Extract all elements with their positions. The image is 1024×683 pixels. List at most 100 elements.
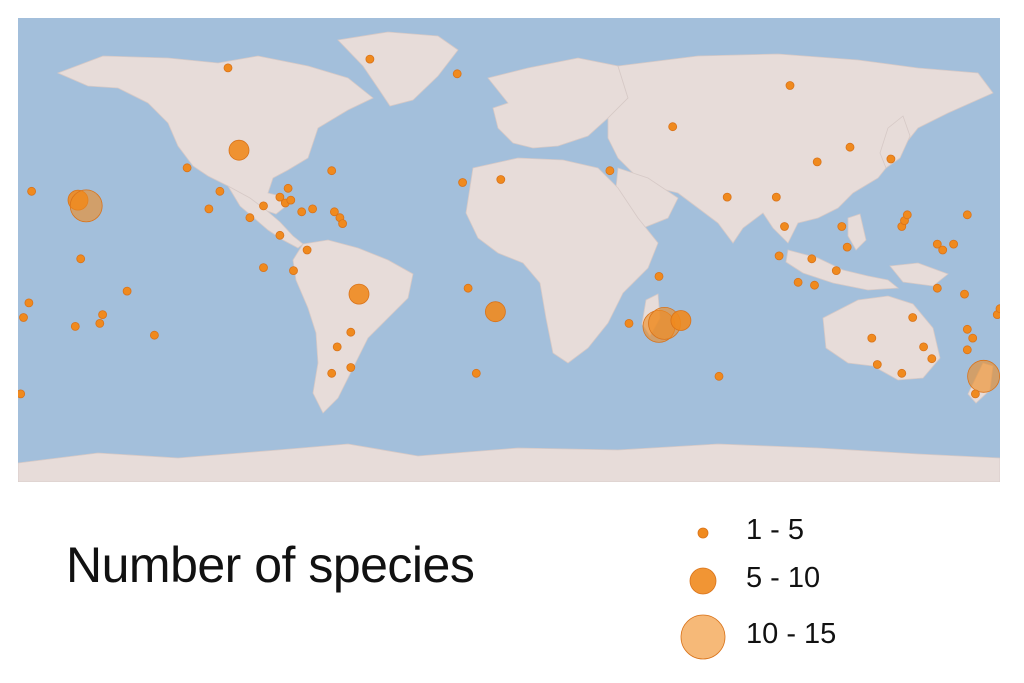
land-africa	[465, 157, 659, 364]
species-marker-small	[812, 157, 822, 167]
species-marker-small	[365, 54, 375, 64]
legend-label: 1 - 5	[746, 514, 805, 546]
species-marker-small	[960, 289, 969, 299]
species-marker-small	[932, 283, 942, 293]
species-marker-medium	[484, 301, 506, 323]
species-marker-small	[327, 166, 337, 176]
species-marker-small	[605, 166, 615, 176]
species-marker-small	[18, 389, 26, 399]
species-marker-small	[259, 263, 268, 273]
world-map	[18, 18, 1000, 482]
species-marker-small	[780, 222, 789, 231]
species-marker-small	[845, 142, 855, 152]
land-north-america	[56, 55, 374, 215]
land-masses	[18, 31, 1000, 482]
species-marker-small	[245, 213, 255, 223]
species-marker-small	[837, 222, 847, 231]
species-marker-small	[223, 63, 233, 73]
species-marker-small	[149, 330, 159, 340]
land-greenland	[337, 31, 459, 107]
legend-label: 5 - 10	[746, 562, 821, 594]
species-marker-small	[908, 313, 918, 322]
species-marker-small	[346, 363, 356, 372]
legend-item-5-10: 5 - 10	[676, 556, 976, 606]
species-marker-small	[897, 368, 907, 378]
species-marker-medium	[228, 139, 250, 161]
legend-marker-large	[680, 614, 726, 660]
species-marker-large	[967, 359, 1000, 393]
species-marker-small	[807, 254, 817, 264]
species-marker-small	[886, 154, 896, 164]
species-marker-small	[302, 245, 312, 255]
species-marker-small	[275, 192, 285, 202]
species-marker-small	[962, 345, 972, 355]
species-marker-small	[932, 239, 942, 249]
species-marker-small	[283, 183, 293, 193]
legend-title: Number of species	[66, 537, 475, 593]
species-marker-small	[624, 318, 634, 328]
species-marker-small	[332, 342, 342, 352]
species-marker-small	[259, 201, 268, 211]
species-marker-small	[452, 69, 462, 79]
species-marker-small	[204, 204, 214, 214]
species-marker-large	[69, 189, 103, 223]
species-marker-small	[938, 245, 948, 255]
species-marker-small	[774, 251, 784, 261]
species-marker-small	[949, 239, 958, 249]
species-marker-small	[842, 242, 852, 252]
land-europe	[487, 57, 629, 149]
species-marker-small	[668, 122, 678, 132]
species-marker-small	[76, 254, 86, 264]
species-marker-small	[98, 310, 107, 320]
species-marker-small	[872, 360, 882, 369]
species-marker-small	[19, 313, 28, 322]
land-antarctica	[18, 443, 1000, 482]
legend-label: 10 - 15	[746, 618, 837, 650]
land-new-guinea	[889, 262, 949, 287]
species-marker-small	[771, 192, 781, 202]
legend-marker-small	[697, 527, 709, 539]
species-marker-small	[810, 280, 819, 290]
species-marker-small	[27, 186, 37, 196]
species-marker-small	[971, 389, 980, 399]
species-marker-small	[919, 342, 928, 352]
species-marker-small	[722, 192, 732, 202]
species-marker-small	[289, 266, 298, 276]
species-marker-small	[122, 286, 132, 296]
species-marker-small	[95, 318, 105, 328]
species-marker-small	[70, 321, 80, 331]
species-marker-small	[831, 266, 841, 276]
species-marker-small	[995, 304, 1000, 314]
species-marker-small	[308, 204, 318, 214]
species-marker-small	[327, 368, 337, 378]
land-south-america	[292, 239, 414, 414]
species-marker-small	[297, 207, 307, 217]
land-japan	[879, 115, 911, 169]
land-philippines	[847, 213, 867, 251]
species-marker-small	[24, 298, 34, 308]
species-marker-small	[275, 230, 285, 240]
species-marker-small	[346, 327, 356, 337]
species-marker-small	[927, 354, 937, 364]
species-marker-small	[714, 371, 724, 381]
species-marker-small	[496, 175, 506, 184]
legend-item-10-15: 10 - 15	[676, 612, 976, 662]
species-markers	[18, 54, 1000, 399]
species-marker-small	[338, 219, 348, 229]
species-marker-small	[867, 333, 877, 343]
species-marker-small	[471, 368, 481, 378]
legend-marker-medium	[689, 567, 717, 595]
species-marker-small	[785, 81, 795, 90]
species-marker-small	[286, 195, 296, 205]
species-marker-small	[329, 207, 339, 217]
species-marker-small	[654, 271, 664, 281]
species-marker-small	[793, 277, 803, 287]
species-marker-small	[962, 210, 972, 220]
species-marker-small	[962, 324, 972, 334]
species-marker-small	[463, 283, 473, 293]
species-marker-small	[182, 163, 192, 173]
species-marker-medium	[670, 310, 692, 331]
species-marker-small	[215, 186, 225, 196]
legend-item-1-5: 1 - 5	[676, 508, 976, 558]
species-marker-small	[902, 210, 912, 220]
